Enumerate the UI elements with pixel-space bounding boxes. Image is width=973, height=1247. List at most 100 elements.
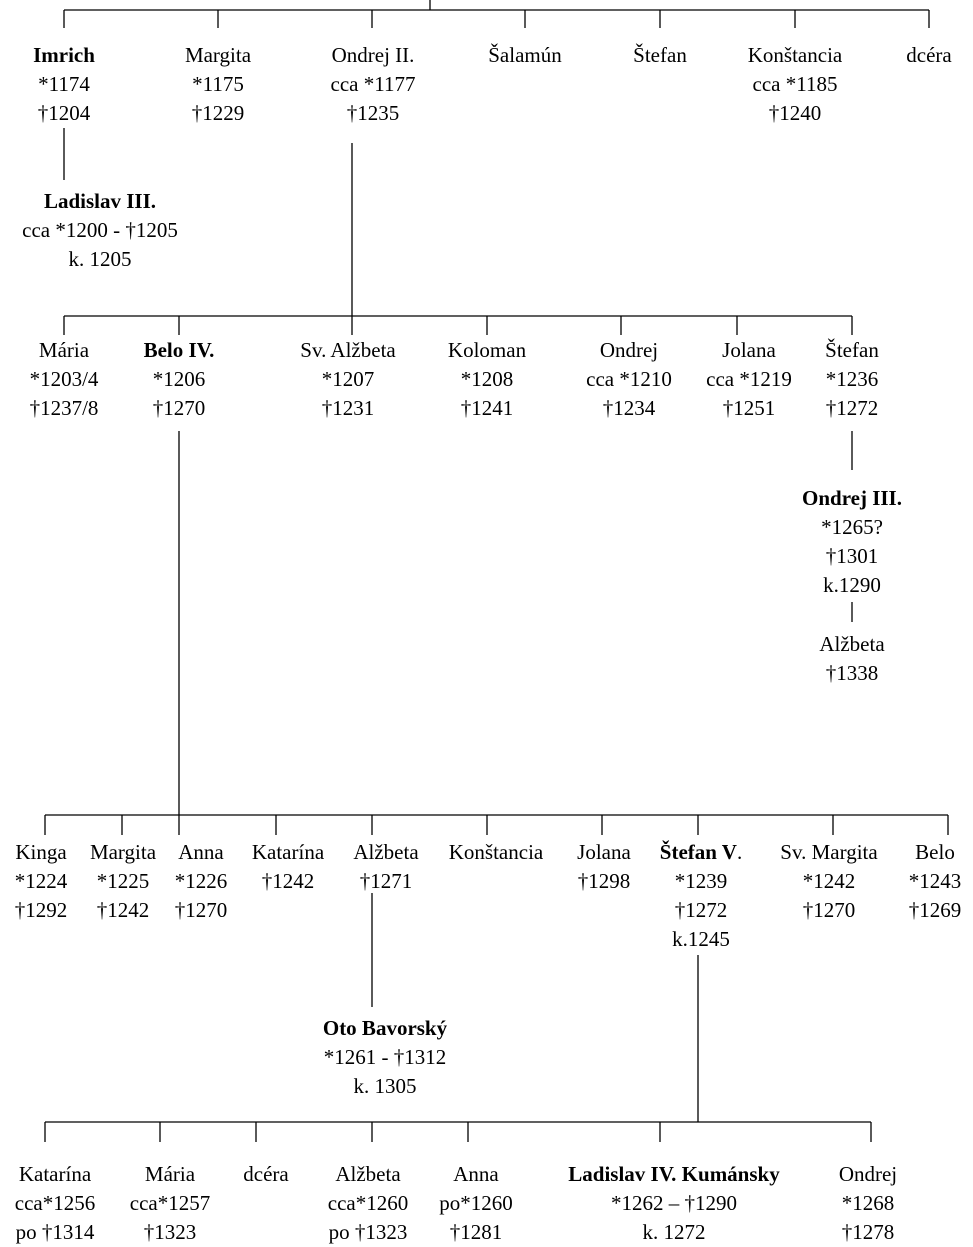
person-date: cca*1257 bbox=[129, 1191, 211, 1215]
person-date: *1268 bbox=[841, 1191, 895, 1215]
person-date: *1262 – †1290 bbox=[611, 1191, 737, 1215]
person-name: Katarína bbox=[18, 1162, 92, 1186]
person-date: †1270 bbox=[174, 898, 228, 922]
person-name: Ondrej II. bbox=[331, 43, 415, 67]
person-date: k. 1305 bbox=[353, 1074, 417, 1098]
person-node: Mária cca*1257 †1323 bbox=[112, 1160, 228, 1247]
person-node: dcéra bbox=[230, 1160, 302, 1189]
person-name: Margita bbox=[184, 43, 252, 67]
person-date: †1292 bbox=[14, 898, 68, 922]
person-name: Oto Bavorský bbox=[322, 1016, 448, 1040]
person-node: Štefan bbox=[605, 41, 715, 70]
person-node: Štefan V. *1239 †1272 k.1245 bbox=[646, 838, 756, 954]
person-date: †1234 bbox=[602, 396, 656, 420]
person-date: †1231 bbox=[321, 396, 375, 420]
person-date: k.1245 bbox=[672, 927, 730, 951]
person-name: Imrich bbox=[33, 43, 95, 67]
person-node: Belo *1243 †1269 bbox=[900, 838, 970, 925]
person-date: *1203/4 bbox=[29, 367, 99, 391]
person-date: †1301 bbox=[825, 544, 879, 568]
person-node: Katarína †1242 bbox=[240, 838, 336, 896]
person-date: †1270 bbox=[152, 396, 206, 420]
person-date: †1251 bbox=[722, 396, 776, 420]
person-name: Alžbeta bbox=[335, 1162, 401, 1186]
person-date: *1226 bbox=[174, 869, 228, 893]
person-date: †1229 bbox=[191, 101, 245, 125]
person-node: Oto Bavorský *1261 - †1312 k. 1305 bbox=[300, 1014, 470, 1101]
person-date: *1174 bbox=[38, 72, 90, 96]
person-node: Štefan *1236 †1272 bbox=[802, 336, 902, 423]
person-name: Margita bbox=[89, 840, 157, 864]
person-name: Belo IV. bbox=[143, 338, 215, 362]
person-node: Margita *1225 †1242 bbox=[80, 838, 166, 925]
person-name: Katarína bbox=[251, 840, 325, 864]
person-node: Katarína cca*1256 po †1314 bbox=[0, 1160, 110, 1247]
person-node: Jolana †1298 bbox=[564, 838, 644, 896]
person-date: *1243 bbox=[908, 869, 962, 893]
person-date: †1338 bbox=[825, 661, 879, 685]
person-date: †1242 bbox=[261, 869, 315, 893]
person-node: Koloman *1208 †1241 bbox=[427, 336, 547, 423]
person-date: †1241 bbox=[460, 396, 514, 420]
person-date: †1281 bbox=[449, 1220, 503, 1244]
person-date: †1271 bbox=[359, 869, 413, 893]
person-date: *1175 bbox=[192, 72, 244, 96]
person-date: †1269 bbox=[908, 898, 962, 922]
person-date: *1208 bbox=[460, 367, 514, 391]
person-date: †1278 bbox=[841, 1220, 895, 1244]
person-date: †1235 bbox=[346, 101, 400, 125]
person-date: cca *1177 bbox=[330, 72, 416, 96]
person-name-suffix: . bbox=[736, 840, 743, 864]
person-date: cca *1219 bbox=[706, 367, 792, 391]
person-node: Sv. Margita *1242 †1270 bbox=[764, 838, 894, 925]
person-name: Kinga bbox=[15, 840, 67, 864]
person-name: Konštancia bbox=[448, 840, 544, 864]
person-node: Ondrej cca *1210 †1234 bbox=[571, 336, 687, 423]
person-name: Štefan bbox=[633, 43, 687, 67]
person-date: cca *1185 bbox=[752, 72, 838, 96]
person-name: Alžbeta bbox=[353, 840, 419, 864]
person-date: k.1290 bbox=[823, 573, 881, 597]
person-node: Margita *1175 †1229 bbox=[158, 41, 278, 128]
person-name: Ondrej bbox=[599, 338, 659, 362]
person-date: *1239 bbox=[674, 869, 728, 893]
person-date: cca *1210 bbox=[586, 367, 672, 391]
person-node: Ladislav III. cca *1200 - †1205 k. 1205 bbox=[0, 187, 200, 274]
person-name: Mária bbox=[144, 1162, 196, 1186]
person-node: Jolana cca *1219 †1251 bbox=[690, 336, 808, 423]
person-node: Šalamún bbox=[465, 41, 585, 70]
person-name: Ladislav III. bbox=[43, 189, 157, 213]
person-date: cca *1200 - †1205 bbox=[22, 218, 178, 242]
person-date: *1206 bbox=[152, 367, 206, 391]
person-date: †1204 bbox=[37, 101, 91, 125]
person-date: po*1260 bbox=[439, 1191, 513, 1215]
person-name: dcéra bbox=[243, 1162, 289, 1186]
person-date: po †1323 bbox=[328, 1220, 408, 1244]
person-name: Konštancia bbox=[747, 43, 843, 67]
person-name: Koloman bbox=[447, 338, 527, 362]
person-node: Imrich *1174 †1204 bbox=[4, 41, 124, 128]
person-node: Mária *1203/4 †1237/8 bbox=[9, 336, 119, 423]
person-date: †1270 bbox=[802, 898, 856, 922]
person-name: Jolana bbox=[722, 338, 776, 362]
person-name: dcéra bbox=[906, 43, 952, 67]
person-node: Anna *1226 †1270 bbox=[164, 838, 238, 925]
person-name: Mária bbox=[38, 338, 90, 362]
person-node: dcéra bbox=[893, 41, 965, 70]
person-date: cca*1260 bbox=[327, 1191, 409, 1215]
person-name: Šalamún bbox=[488, 43, 562, 67]
person-node: Sv. Alžbeta *1207 †1231 bbox=[273, 336, 423, 423]
person-node: Konštancia cca *1185 †1240 bbox=[725, 41, 865, 128]
person-name: Belo bbox=[915, 840, 955, 864]
person-node: Alžbeta †1338 bbox=[802, 630, 902, 688]
person-name: Sv. Margita bbox=[780, 840, 878, 864]
person-name: Alžbeta bbox=[819, 632, 885, 656]
person-node: Belo IV. *1206 †1270 bbox=[124, 336, 234, 423]
person-name: Štefan bbox=[825, 338, 879, 362]
person-name: Ondrej III. bbox=[802, 486, 902, 510]
person-node: Ondrej III. *1265? †1301 k.1290 bbox=[792, 484, 912, 600]
person-date: *1236 bbox=[825, 367, 879, 391]
person-date: k. 1272 bbox=[642, 1220, 706, 1244]
person-date: *1265? bbox=[821, 515, 883, 539]
